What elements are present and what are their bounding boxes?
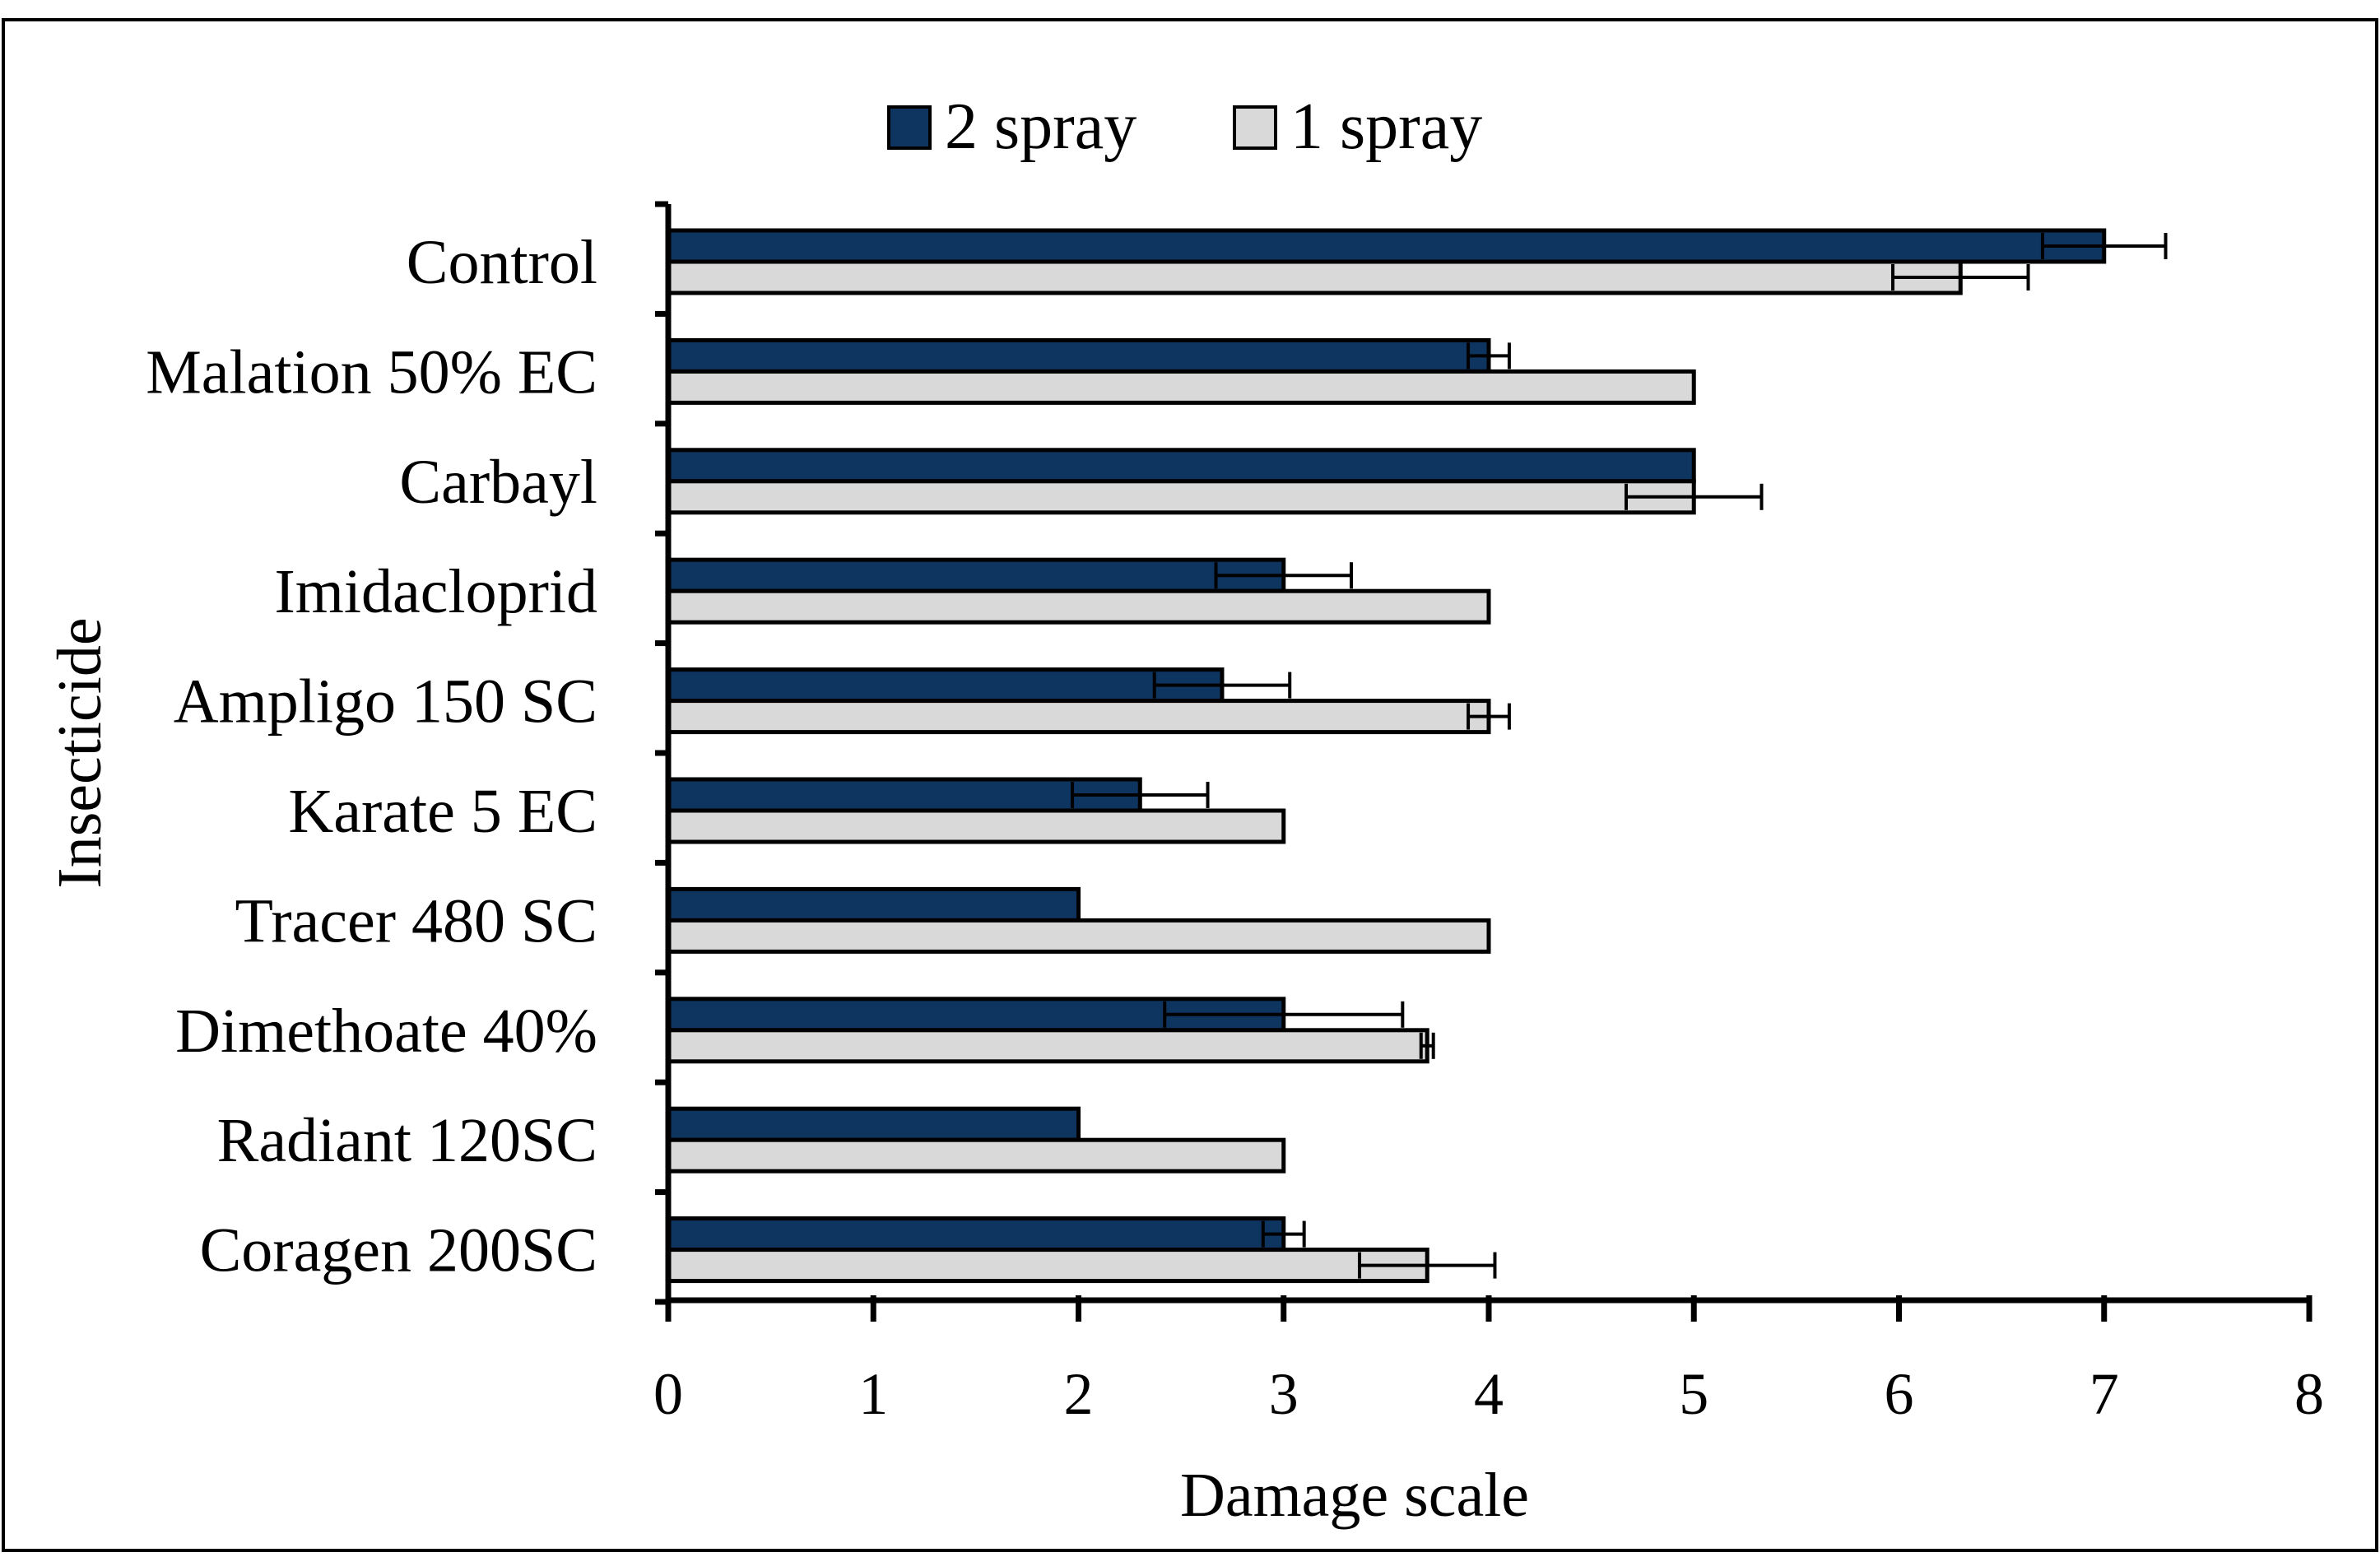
bar-2-spray-2 — [666, 448, 1696, 484]
bar-2-spray-6 — [666, 886, 1081, 923]
error-bar-1-spray-0 — [1891, 264, 2030, 290]
x-tick-label-5: 5 — [1679, 1361, 1708, 1427]
bar-1-spray-2 — [666, 479, 1696, 515]
tick-labels-group: 0 1 2 3 4 5 6 7 8 — [653, 1361, 2324, 1427]
bar-2-spray-0 — [666, 228, 2107, 264]
legend: 2 spray 1 spray — [887, 91, 1482, 163]
bar-2-spray-8 — [666, 1106, 1081, 1142]
bar-1-spray-0 — [666, 259, 1963, 295]
bar-1-spray-7 — [666, 1028, 1429, 1064]
x-tick-label-3: 3 — [1269, 1361, 1299, 1427]
x-tick-label-7: 7 — [2089, 1361, 2119, 1427]
error-bar-1-spray-9 — [1357, 1252, 1497, 1279]
category-label-9: Coragen 200SC — [200, 1216, 597, 1285]
error-bar-2-spray-3 — [1214, 562, 1354, 589]
category-label-0: Control — [407, 228, 597, 297]
legend-label-2-spray: 2 spray — [945, 91, 1137, 163]
y-axis-title: Insecticide — [45, 617, 114, 888]
category-label-1: Malation 50% EC — [146, 337, 597, 407]
x-tick-label-1: 1 — [858, 1361, 888, 1427]
bar-1-spray-1 — [666, 369, 1696, 405]
bar-1-spray-8 — [666, 1137, 1286, 1174]
x-axis-title: Damage scale — [1180, 1461, 1529, 1530]
bars-group — [666, 228, 2107, 1284]
bar-1-spray-3 — [666, 588, 1491, 625]
bar-2-spray-4 — [666, 667, 1225, 704]
bar-2-spray-3 — [666, 557, 1286, 593]
error-bar-2-spray-5 — [1071, 782, 1210, 808]
category-label-5: Karate 5 EC — [288, 777, 597, 846]
x-tick-label-2: 2 — [1064, 1361, 1094, 1427]
category-label-4: Ampligo 150 SC — [174, 667, 597, 737]
bar-1-spray-4 — [666, 699, 1491, 735]
error-bar-2-spray-7 — [1163, 1001, 1405, 1028]
legend-swatch-2-spray — [887, 105, 932, 150]
error-bar-1-spray-7 — [1419, 1032, 1435, 1059]
axes-group — [655, 201, 2313, 1322]
x-tick-label-4: 4 — [1474, 1361, 1504, 1427]
error-bar-2-spray-0 — [2040, 233, 2168, 259]
error-bar-1-spray-2 — [1624, 483, 1764, 510]
bar-1-spray-5 — [666, 808, 1286, 844]
x-tick-label-6: 6 — [1885, 1361, 1914, 1427]
error-bar-2-spray-4 — [1152, 672, 1292, 699]
error-bar-1-spray-4 — [1467, 703, 1511, 730]
error-bar-2-spray-1 — [1467, 342, 1511, 369]
category-label-3: Imidacloprid — [274, 557, 597, 626]
error-bars-group — [1071, 233, 2168, 1279]
bar-2-spray-5 — [666, 777, 1142, 813]
category-label-2: Carbayl — [399, 448, 597, 517]
category-label-6: Tracer 480 SC — [235, 886, 597, 955]
x-tick-label-8: 8 — [2294, 1361, 2324, 1427]
bar-1-spray-9 — [666, 1248, 1429, 1284]
legend-label-1-spray: 1 spray — [1290, 91, 1482, 163]
bar-1-spray-6 — [666, 918, 1491, 954]
x-tick-label-0: 0 — [653, 1361, 683, 1427]
category-label-8: Radiant 120SC — [217, 1106, 597, 1175]
error-bar-2-spray-9 — [1261, 1220, 1306, 1248]
bar-2-spray-1 — [666, 337, 1491, 374]
category-labels-group: Control Malation 50% EC Carbayl Imidaclopri… — [146, 228, 597, 1285]
category-label-7: Dimethoate 40% — [175, 997, 597, 1066]
bar-2-spray-9 — [666, 1216, 1286, 1253]
legend-swatch-1-spray — [1233, 105, 1277, 150]
